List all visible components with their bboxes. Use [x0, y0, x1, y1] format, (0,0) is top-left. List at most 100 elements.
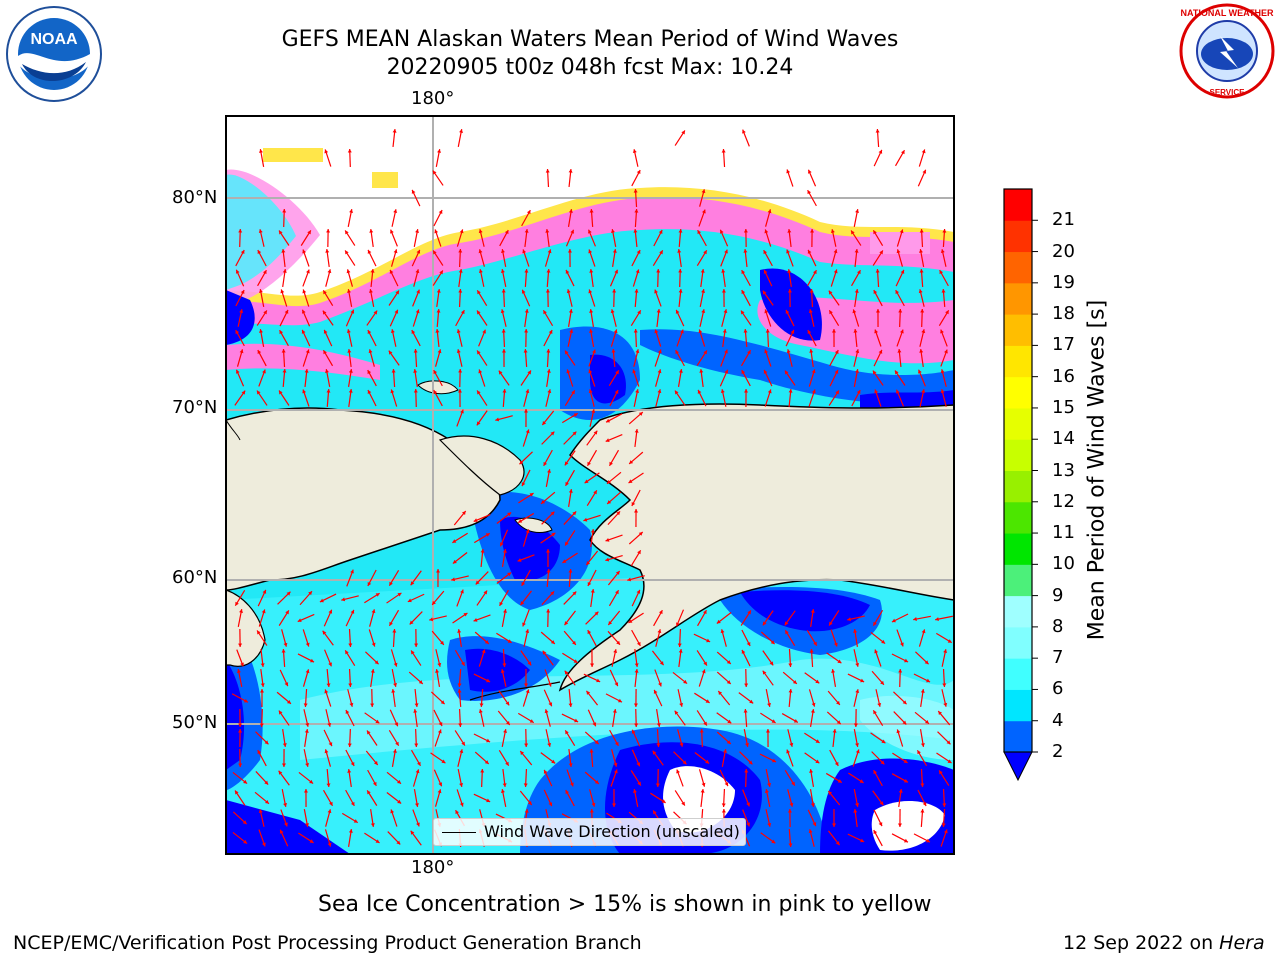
direction-arrow-head: [745, 743, 750, 747]
direction-arrow-head: [522, 622, 526, 627]
direction-arrow-head: [762, 621, 767, 626]
direction-arrow-head: [769, 661, 774, 666]
direction-arrow-head: [349, 209, 354, 213]
direction-arrow-head: [461, 511, 466, 515]
direction-arrow-head: [701, 309, 706, 314]
direction-arrow-head: [903, 759, 908, 763]
legend-label: Wind Wave Direction (unscaled): [484, 822, 740, 841]
direction-arrow-head: [723, 749, 727, 753]
direction-arrow-head: [568, 569, 573, 573]
direction-arrow-head: [589, 209, 594, 213]
direction-arrow-head: [524, 309, 529, 313]
colorbar-title: Mean Period of Wind Waves [s]: [1084, 299, 1110, 641]
colorbar-tick-label: 16: [1052, 365, 1075, 387]
direction-arrow-head: [902, 720, 907, 725]
direction-arrow-head: [855, 803, 860, 807]
direction-arrow-head: [235, 790, 239, 795]
direction-arrow-head: [303, 789, 308, 793]
direction-arrow-head: [550, 511, 555, 516]
direction-arrow-head: [507, 639, 512, 643]
direction-arrow-head: [565, 541, 569, 546]
direction-arrow-head: [920, 689, 925, 693]
direction-arrow-head: [920, 809, 925, 813]
direction-arrow-head: [455, 810, 460, 815]
direction-arrow-head: [372, 781, 377, 786]
map-frame: [225, 115, 955, 855]
direction-arrow-head: [345, 650, 349, 655]
direction-arrow-head: [480, 769, 485, 773]
direction-arrow-head: [811, 389, 816, 394]
direction-arrow-head: [433, 370, 438, 375]
direction-arrow-head: [281, 763, 286, 767]
colorbar-segment: [1004, 314, 1032, 346]
direction-arrow-head: [281, 649, 286, 653]
direction-arrow-head: [815, 739, 820, 743]
direction-arrow-head: [367, 249, 372, 254]
direction-arrow-head: [458, 723, 463, 727]
direction-arrow-head: [566, 369, 571, 374]
direction-arrow-head: [613, 762, 618, 767]
direction-arrow-head: [501, 329, 506, 333]
lon-label-top: 180°: [411, 88, 455, 109]
direction-arrow-head: [543, 769, 548, 774]
direction-arrow-head: [903, 778, 908, 783]
colorbar-segment: [1004, 189, 1032, 221]
direction-arrow-head: [683, 679, 688, 684]
direction-arrow-head: [440, 700, 445, 705]
direction-arrow-head: [505, 701, 510, 706]
direction-arrow-head: [373, 310, 378, 315]
direction-arrow-head: [236, 669, 241, 673]
direction-arrow-head: [724, 369, 729, 374]
direction-arrow-head: [418, 680, 423, 684]
direction-arrow-head: [566, 289, 571, 294]
direction-arrow-head: [901, 150, 905, 155]
direction-arrow-head: [677, 643, 682, 647]
direction-arrow-head: [897, 349, 902, 353]
direction-arrow-head: [702, 610, 707, 615]
direction-arrow-head: [828, 791, 833, 795]
direction-arrow-head: [701, 669, 706, 674]
direction-arrow-head: [440, 640, 444, 645]
direction-arrow-head: [545, 169, 550, 173]
direction-arrow-head: [874, 649, 879, 654]
direction-arrow-head: [722, 329, 727, 333]
direction-arrow-head: [938, 711, 943, 716]
direction-arrow-head: [571, 390, 575, 395]
direction-arrow-head: [678, 269, 683, 273]
direction-arrow-head: [546, 269, 551, 273]
direction-arrow-head: [416, 289, 420, 294]
direction-arrow-head: [429, 617, 434, 622]
chart-subtitle: 20220905 t00z 048h fcst Max: 10.24: [386, 55, 794, 80]
direction-arrow-head: [834, 350, 839, 355]
direction-arrow-head: [705, 699, 710, 703]
direction-arrow-head: [878, 822, 883, 827]
direction-arrow-head: [855, 689, 860, 694]
direction-arrow-head: [367, 730, 371, 735]
direction-arrow-head: [807, 169, 812, 174]
direction-arrow-head: [348, 829, 353, 833]
direction-arrow-head: [328, 742, 333, 747]
direction-arrow-head: [550, 431, 555, 436]
direction-arrow-head: [944, 349, 948, 354]
direction-arrow-head: [375, 719, 380, 724]
direction-arrow-head: [834, 369, 839, 374]
direction-arrow-head: [326, 683, 331, 687]
direction-arrow-head: [521, 482, 526, 487]
direction-arrow-head: [606, 418, 611, 423]
direction-arrow-head: [810, 709, 815, 713]
direction-arrow-head: [547, 249, 552, 254]
direction-arrow-head: [370, 669, 375, 673]
direction-arrow-head: [706, 638, 711, 643]
direction-arrow-head: [743, 709, 748, 713]
colorbar-tick-label: 14: [1052, 428, 1075, 450]
direction-arrow-head: [367, 370, 372, 375]
direction-arrow-head: [546, 569, 551, 573]
direction-arrow-head: [947, 639, 952, 643]
direction-arrow-head: [520, 601, 525, 606]
direction-arrow-head: [808, 829, 813, 834]
direction-arrow-head: [904, 658, 909, 663]
footer-date: 12 Sep 2022 on Hera: [1063, 932, 1265, 954]
direction-arrow-head: [635, 349, 640, 354]
direction-arrow-head: [573, 659, 578, 663]
direction-arrow-head: [716, 619, 721, 624]
